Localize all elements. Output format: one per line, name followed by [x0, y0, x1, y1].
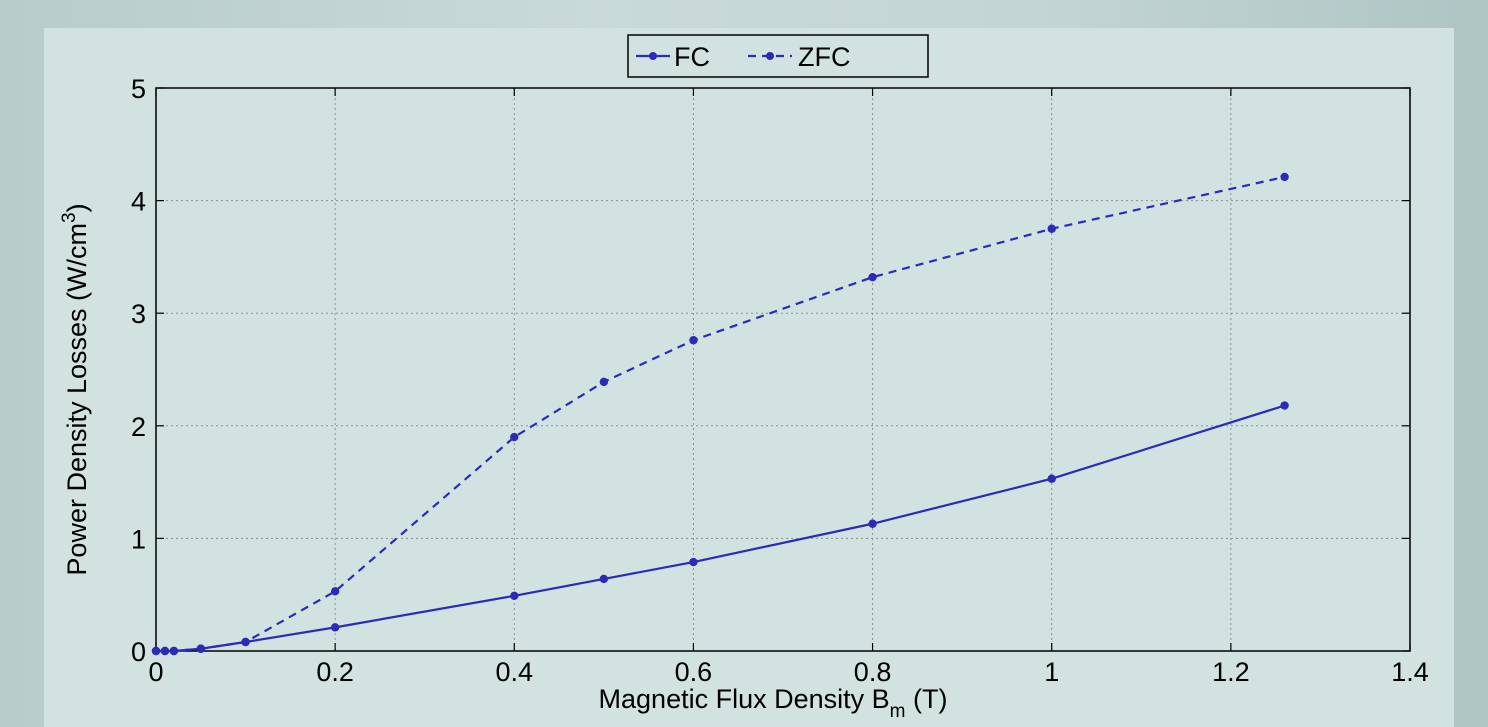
y-tick-label: 2 — [131, 412, 146, 442]
data-point-zfc — [169, 646, 179, 656]
y-tick-label: 0 — [131, 637, 146, 667]
x-axis-title-unit: (T) — [905, 684, 947, 714]
x-tick-label: 1 — [1044, 657, 1059, 687]
y-tick-label: 5 — [131, 74, 146, 104]
legend-label-fc: FC — [674, 42, 710, 72]
data-point-fc — [868, 519, 877, 528]
y-axis-title-close: ) — [62, 203, 92, 212]
data-point-zfc — [868, 272, 877, 282]
x-tick-label: 0.8 — [854, 657, 892, 687]
data-point-fc — [1047, 474, 1056, 483]
data-point-zfc — [241, 637, 250, 647]
y-axis-title-superscript: 3 — [59, 212, 80, 223]
data-point-zfc — [1280, 172, 1289, 182]
x-axis-title-main: Magnetic Flux Density B — [599, 684, 890, 714]
x-tick-label: 0.6 — [675, 657, 713, 687]
data-point-zfc — [510, 432, 519, 442]
data-point-zfc — [689, 336, 698, 345]
x-tick-label: 0 — [148, 657, 163, 687]
data-point-zfc — [151, 646, 161, 656]
plot-frame — [155, 87, 1411, 652]
chart-panel: 0 0.2 0.4 0.6 0.8 1 1.2 1.4 0 1 2 3 4 5 Magnetic Flux… — [44, 28, 1454, 727]
series-line-zfc — [156, 175, 1285, 653]
data-point-fc — [1280, 401, 1289, 410]
line-chart: 0 0.2 0.4 0.6 0.8 1 1.2 1.4 0 1 2 3 4 5 Magnetic Flux… — [59, 34, 1429, 722]
data-point-fc — [510, 591, 519, 601]
y-tick-label: 3 — [131, 299, 146, 329]
data-point-zfc — [599, 377, 609, 387]
y-tick-label: 4 — [131, 187, 146, 217]
grid-lines — [156, 88, 1410, 651]
y-axis-title: Power Density Losses (W/cm3) — [59, 203, 92, 575]
data-point-fc — [689, 557, 698, 567]
x-tick-label: 0.4 — [496, 657, 534, 687]
series-line-fc — [156, 404, 1285, 653]
legend-marker-zfc — [766, 52, 774, 60]
data-point-zfc — [1047, 224, 1056, 233]
data-point-zfc — [196, 644, 205, 653]
axis-ticks: 0 0.2 0.4 0.6 0.8 1 1.2 1.4 0 1 2 3 4 5 — [131, 74, 1429, 687]
x-tick-label: 1.2 — [1212, 657, 1250, 687]
legend-box — [627, 34, 929, 78]
data-point-zfc — [330, 587, 340, 596]
y-axis-title-main: Power Density Losses (W/cm — [62, 223, 92, 576]
series-layer — [151, 172, 1289, 656]
x-tick-label: 1.4 — [1391, 657, 1429, 687]
data-point-zfc — [160, 646, 170, 656]
legend-label-zfc: ZFC — [798, 42, 850, 72]
data-point-fc — [599, 574, 609, 584]
legend-marker-fc — [649, 52, 657, 60]
x-axis-title-subscript: m — [890, 701, 906, 722]
data-point-fc — [330, 623, 340, 632]
legend: FC ZFC — [627, 34, 929, 78]
x-tick-label: 0.2 — [316, 657, 354, 687]
x-axis-title: Magnetic Flux Density Bm (T) — [599, 684, 948, 722]
y-tick-label: 1 — [131, 524, 146, 554]
